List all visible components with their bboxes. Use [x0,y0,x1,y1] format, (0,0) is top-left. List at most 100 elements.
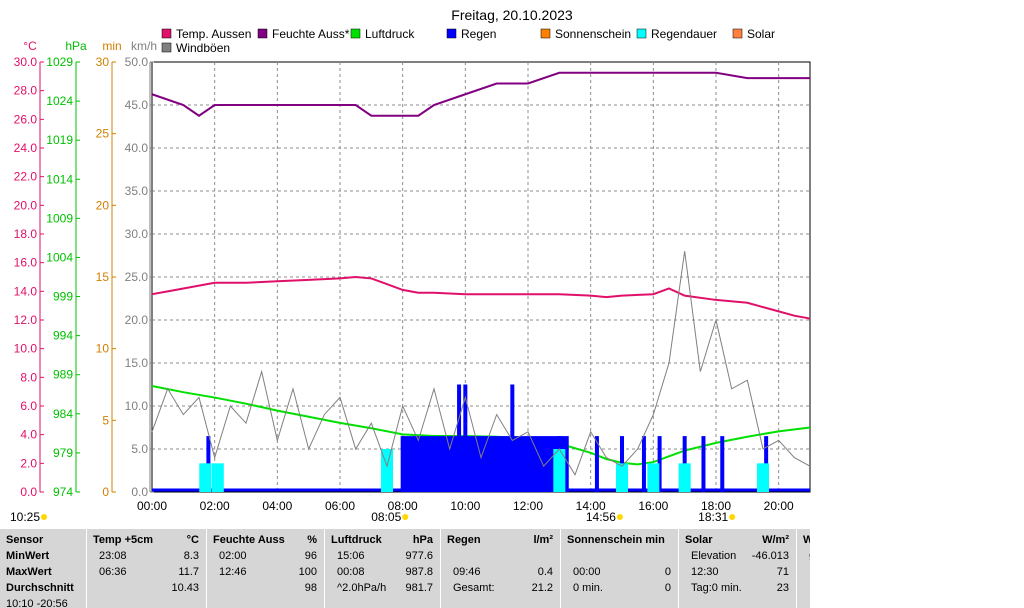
y-tick-label-temp: 16.0 [14,256,38,270]
table-row: 15:06 977.6 [325,550,441,565]
table-row [561,550,679,565]
column-title: W [803,534,810,546]
legend-swatch [446,28,457,39]
rain-duration-bar [678,463,691,492]
legend-label: Solar [747,27,775,41]
cell-value: 977.6 [405,550,433,562]
legend-label: Regendauer [651,27,717,41]
legend-swatch [350,28,361,39]
y-tick-label-press: 1029 [46,55,73,69]
column-unit: l/m² [533,534,553,546]
y-axis-unit-min: min [102,39,121,53]
row-label-sensor: Sensor [6,534,44,546]
rain-duration-bar [381,449,393,492]
cell-value: 0.4 [537,566,553,578]
cell-value: 10.43 [171,582,199,594]
row-label-max: MaxWert [6,566,52,578]
table-column: Luftdruck hPa 15:06 977.6 00:08 987.8 ^2.0hPa/… [324,529,441,608]
y-tick-label-temp: 6.0 [20,399,37,413]
x-tick-label: 00:00 [137,499,167,513]
cell-value: 21.2 [531,582,553,594]
rain-bar [594,436,599,492]
x-tick-label: 16:00 [638,499,668,513]
time-now-label: 10:25 [10,510,40,524]
y-tick-label-kmh: 25.0 [125,270,149,284]
y-tick-label-temp: 26.0 [14,112,38,126]
cell-label: 23:08 [99,550,127,562]
rain-duration-bar [199,463,212,492]
y-tick-label-press: 989 [53,368,73,382]
cell-label: Tag:0 min. [691,582,742,594]
x-tick-label: 20:00 [764,499,794,513]
y-tick-label-kmh: 30.0 [125,227,149,241]
cell-value: -46.013 [751,550,789,562]
table-row: 06:36 11.7 [87,566,207,581]
legend-swatch [257,28,268,39]
rain-duration-bar [211,463,224,492]
column-title: Luftdruck [331,534,382,546]
row-label-avg: Durchschnitt [6,582,74,594]
column-title: Temp +5cm [93,534,154,546]
y-tick-label-press: 994 [53,329,73,343]
y-tick-label-kmh: 35.0 [125,184,149,198]
sun-icon [402,514,409,520]
cell-value: 981.7 [405,582,433,594]
cell-label: 06:36 [99,566,127,578]
x-tick-label: 18:00 [701,499,731,513]
y-tick-label-kmh: 40.0 [125,141,149,155]
table-row-labels: Sensor MinWert MaxWert Durchschnitt 10:1… [0,529,86,608]
y-axis-unit-press: hPa [65,39,87,53]
y-tick-label-temp: 28.0 [14,84,38,98]
y-tick-label-temp: 12.0 [14,313,38,327]
rain-duration-bar [553,449,566,492]
row-label-footer: 10:10 -20:56 [6,598,68,608]
legend-swatch [161,28,172,39]
table-row [797,582,810,597]
cell-value: 71 [776,566,789,578]
legend-label: Temp. Aussen [176,27,251,41]
x-tick-label: 02:00 [200,499,230,513]
cell-value: 100 [298,566,317,578]
event-label-solar_noon: 14:56 [586,510,616,524]
column-title: Solar [685,534,713,546]
y-tick-label-press: 999 [53,290,73,304]
legend-label: Regen [461,27,496,41]
y-tick-label-temp: 18.0 [14,227,38,241]
y-tick-label-kmh: 15.0 [125,356,149,370]
table-column: Solar W/m² Elevation -46.013 12:30 71 Tag:0 mi… [678,529,797,608]
y-axis-unit-temp: °C [23,39,37,53]
cell-label: Ø [809,550,810,562]
column-title: Sonnenschein min [567,534,665,546]
table-row [797,566,810,581]
legend-label: Luftdruck [365,27,415,41]
series-line [151,71,810,117]
y-tick-label-min: 25 [96,127,110,141]
column-title: Feuchte Auss [213,534,285,546]
y-tick-label-temp: 10.0 [14,342,38,356]
cell-label: 15:06 [337,550,365,562]
y-tick-label-min: 20 [96,198,110,212]
y-tick-label-kmh: 45.0 [125,98,149,112]
table-row: 12:30 71 [679,566,797,581]
cell-value: 987.8 [405,566,433,578]
legend-swatch [161,42,172,53]
cell-label: 09:46 [453,566,481,578]
x-tick-label: 12:00 [513,499,543,513]
y-tick-label-temp: 22.0 [14,170,38,184]
table-column: Regen l/m² 09:46 0.4 Gesamt: 21.2 [440,529,561,608]
cell-value: 0 [664,566,671,578]
y-tick-label-press: 979 [53,446,73,460]
cell-value: 0 [664,582,671,594]
legend-label: Windböen [176,41,230,55]
y-tick-label-press: 1004 [46,250,73,264]
table-row: 23:08 8.3 [87,550,207,565]
cell-value: 98 [304,582,317,594]
cell-label: Elevation [691,550,737,562]
y-tick-label-temp: 20.0 [14,198,38,212]
cell-label: 12:30 [691,566,719,578]
y-tick-label-kmh: 20.0 [125,313,149,327]
table-column: Temp +5cm °C 23:08 8.3 06:36 11.7 10.43 [86,529,207,608]
y-tick-label-kmh: 5.0 [131,442,148,456]
series-line [151,251,811,476]
y-tick-label-temp: 30.0 [14,55,38,69]
